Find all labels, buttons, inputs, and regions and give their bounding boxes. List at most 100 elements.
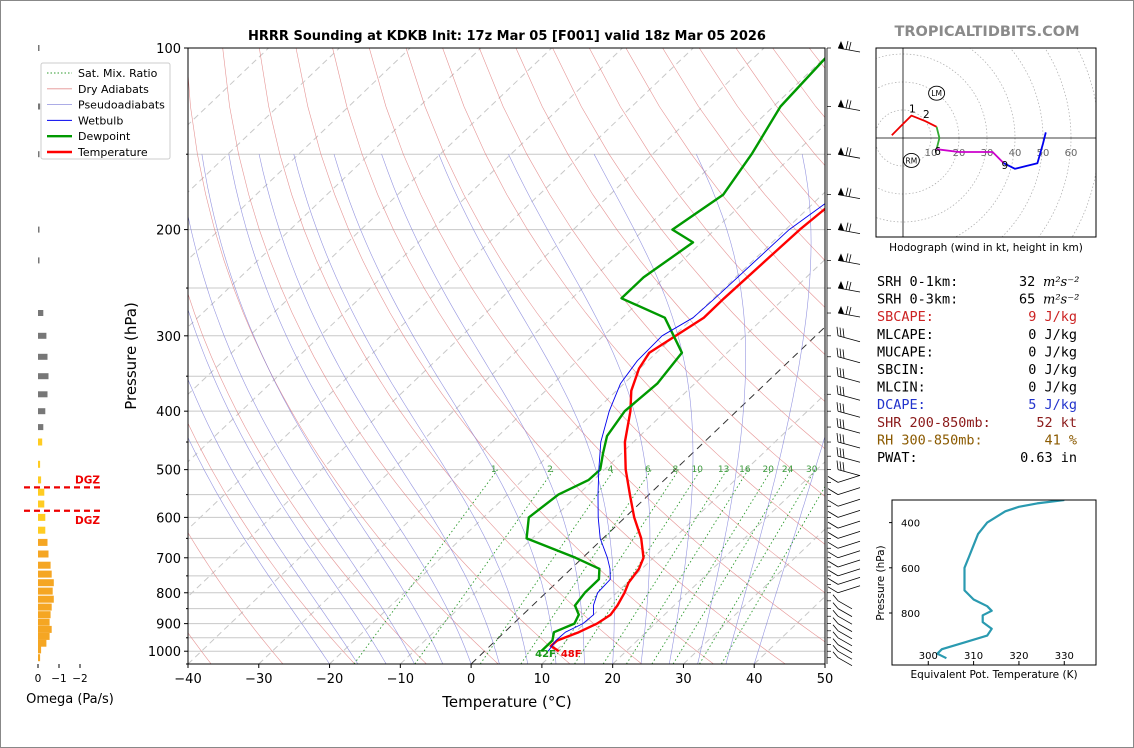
index-row: SHR 200-850mb: 52 kt xyxy=(877,415,1077,431)
barb-feather xyxy=(845,253,849,262)
omega-bar xyxy=(38,570,52,578)
barb-feather xyxy=(842,386,845,396)
temperature-profile xyxy=(549,207,825,653)
mixing-ratio-label: 2 xyxy=(547,465,553,475)
theta-e-xtick-label: 320 xyxy=(1009,651,1028,662)
barb-shaft xyxy=(837,356,861,364)
hodograph-frame xyxy=(875,47,1097,238)
skewt-background: 1 2 4 6 8 10 13 16 20 24 30 36 xyxy=(188,48,1134,664)
pseudoadiabat xyxy=(188,436,330,664)
dry-adiabat xyxy=(808,48,825,69)
skewt-ylabel: Pressure (hPa) xyxy=(122,302,140,410)
skewt-axes: −40 −30 −20 −10 0 10 20 30 40 50 100 200 300 400 500 60… xyxy=(148,42,833,687)
barb-feather xyxy=(839,386,842,396)
omega-bar xyxy=(38,595,54,603)
index-value: 0.63 in xyxy=(1020,450,1077,466)
barb-feather xyxy=(848,188,852,197)
theta-e-ylabel: Pressure (hPa) xyxy=(875,545,887,620)
barb-flag xyxy=(838,187,844,196)
barb-feather xyxy=(832,609,839,617)
barb-flag xyxy=(838,147,844,155)
barb-flag xyxy=(838,281,844,289)
dry-adiabat xyxy=(405,48,825,594)
legend-label: Wetbulb xyxy=(78,114,123,127)
barb-shaft xyxy=(827,488,839,495)
barb-feather xyxy=(832,617,839,624)
barb-shaft xyxy=(837,657,853,667)
index-label: DCAPE: xyxy=(877,397,926,413)
barb-shaft xyxy=(827,511,839,518)
barb-feather xyxy=(839,367,842,378)
skewt-profiles: 42F 48F xyxy=(525,56,825,660)
omega-bar xyxy=(38,476,42,484)
barb-shaft xyxy=(827,578,839,585)
wind-barb xyxy=(836,402,861,418)
omega-xlabel: Omega (Pa/s) xyxy=(26,692,114,707)
x-tick-label: 30 xyxy=(675,672,692,687)
mixing-ratio-line xyxy=(550,469,680,664)
wind-barb xyxy=(827,559,861,568)
omega-bar xyxy=(38,408,46,415)
dry-adiabat xyxy=(259,48,642,664)
theta-e-xlabel: Equivalent Pot. Temperature (K) xyxy=(910,669,1077,681)
hodograph-height-label: 9 xyxy=(1001,160,1008,172)
index-label: SRH 0-1km: xyxy=(877,274,958,290)
dry-adiabat xyxy=(188,532,284,664)
storm-motion-marker xyxy=(902,152,920,168)
wind-barb xyxy=(832,624,853,640)
wind-barb xyxy=(837,99,861,111)
wind-barb xyxy=(836,326,861,343)
index-row: SBCIN: 0 J/kg xyxy=(877,362,1077,378)
x-tick-label: 0 xyxy=(467,672,475,687)
omega-bar xyxy=(38,310,44,316)
omega-bar xyxy=(38,373,49,380)
omega-bar xyxy=(38,526,46,534)
dewpoint-profile xyxy=(525,56,825,653)
index-row: DCAPE: 5 J/kg xyxy=(877,397,1077,413)
mixing-ratio-label: 10 xyxy=(692,465,704,475)
omega-bar xyxy=(38,488,45,496)
omega-bar xyxy=(38,257,40,264)
wind-barb xyxy=(837,305,861,318)
wind-barb xyxy=(832,609,853,625)
barb-feather xyxy=(832,631,839,639)
omega-bar xyxy=(38,611,51,619)
theta-e-xtick-label: 310 xyxy=(964,651,983,662)
isotherm-line xyxy=(188,48,553,396)
dry-adiabat xyxy=(919,48,1134,664)
dry-adiabat xyxy=(332,48,786,664)
barb-shaft xyxy=(827,551,839,559)
index-row: PWAT: 0.63 in xyxy=(877,450,1077,466)
index-value: 5 J/kg xyxy=(1028,397,1077,413)
omega-bar xyxy=(38,103,41,110)
omega-bar xyxy=(38,639,47,647)
barb-shaft xyxy=(837,410,861,418)
barb-feather xyxy=(836,402,839,412)
index-label: MLCIN: xyxy=(877,380,926,396)
mixing-ratio-label: 8 xyxy=(673,465,679,475)
barb-shaft xyxy=(837,455,861,463)
theta-e-ytick-label: 600 xyxy=(901,564,920,575)
y-tick-label: 400 xyxy=(156,405,181,420)
wind-barb xyxy=(832,631,853,647)
wind-barb xyxy=(827,498,861,507)
mixing-ratio-label: 4 xyxy=(608,465,614,475)
wind-barb xyxy=(832,644,853,660)
barb-shaft xyxy=(837,568,861,577)
storm-motion-marker xyxy=(928,85,946,101)
wind-barb xyxy=(832,651,853,667)
y-tick-label: 100 xyxy=(156,42,181,57)
pseudoadiabat xyxy=(438,154,615,664)
legend-label: Dry Adiabats xyxy=(78,83,149,96)
pseudoadiabat xyxy=(725,154,812,664)
index-value: 0 J/kg xyxy=(1028,327,1077,343)
omega-bar xyxy=(38,424,44,431)
omega-bar xyxy=(38,587,53,595)
y-tick-label: 300 xyxy=(156,330,181,345)
isotherm-line xyxy=(188,56,825,664)
dry-adiabat xyxy=(188,70,499,664)
hodograph-trace xyxy=(935,126,941,150)
surface-dewpoint-label: 42F xyxy=(535,649,556,660)
